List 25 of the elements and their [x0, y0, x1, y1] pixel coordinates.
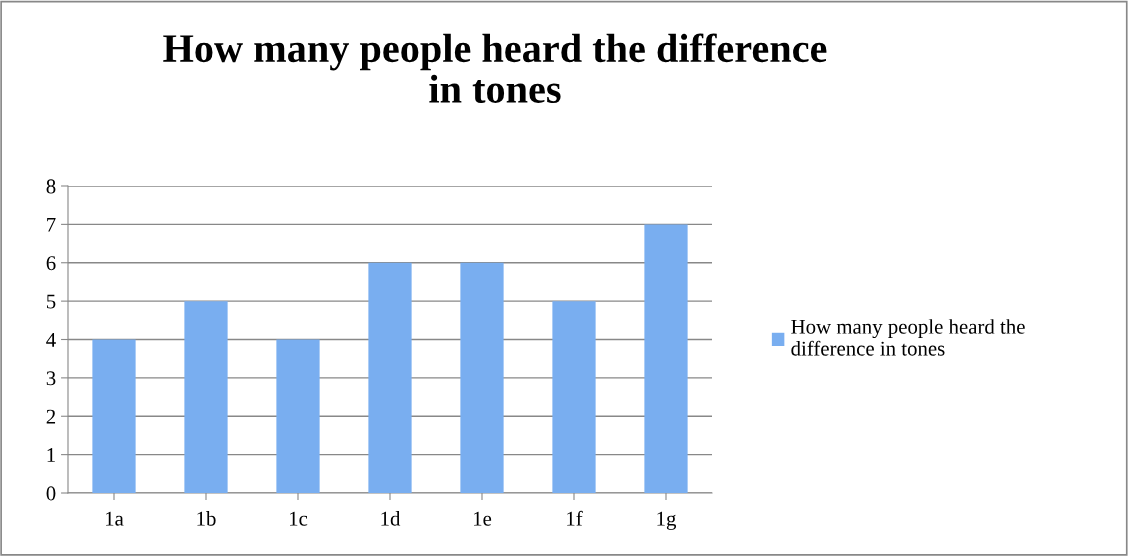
y-tick-label: 7 — [47, 217, 56, 232]
y-tick-label: 4 — [46, 333, 56, 347]
chart-title: How many people heard the difference in tones — [163, 33, 827, 103]
y-tick-label: 8 — [46, 179, 56, 194]
bar — [460, 262, 504, 493]
y-tick-label: 2 — [46, 409, 56, 424]
x-tick-label: 1f — [567, 510, 583, 526]
bar — [184, 301, 228, 493]
bar — [92, 339, 136, 493]
bar — [276, 339, 320, 493]
bar — [552, 301, 596, 493]
x-tick-label: 1e — [474, 511, 492, 526]
x-tick-label: 1c — [290, 511, 308, 526]
x-tick-label: 1d — [381, 511, 401, 526]
bar — [644, 224, 688, 493]
y-tick-label: 6 — [46, 256, 56, 271]
y-tick-label: 1 — [47, 448, 55, 462]
legend-label: How many people heard the difference in tones — [791, 319, 1025, 356]
x-tick-label: 1g — [657, 511, 677, 530]
y-tick-label: 3 — [46, 371, 56, 386]
bar — [368, 262, 412, 493]
y-tick-label: 5 — [46, 294, 56, 309]
x-tick-label: 1b — [197, 511, 216, 526]
x-tick-label: 1a — [106, 511, 124, 526]
y-tick-label: 0 — [46, 486, 56, 501]
